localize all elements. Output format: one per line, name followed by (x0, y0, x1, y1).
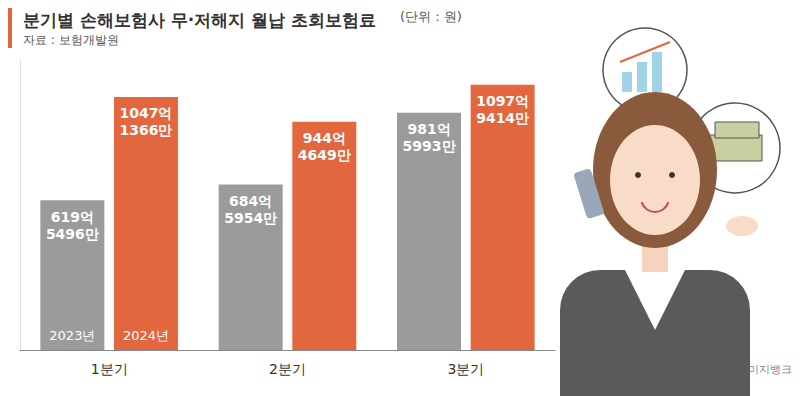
svg-text:619억: 619억 (51, 209, 94, 225)
svg-text:5954만: 5954만 (224, 210, 277, 226)
svg-text:1분기: 1분기 (91, 361, 128, 377)
svg-text:684억: 684억 (229, 193, 272, 209)
svg-text:2분기: 2분기 (269, 361, 306, 377)
svg-text:944억: 944억 (303, 130, 346, 146)
svg-text:자료 : 보험개발원: 자료 : 보험개발원 (23, 33, 119, 47)
svg-text:1047억: 1047억 (119, 105, 172, 121)
svg-text:5496만: 5496만 (46, 226, 99, 242)
svg-text:분기별 손해보험사 무·저해지 월납 초회보험료: 분기별 손해보험사 무·저해지 월납 초회보험료 (23, 10, 376, 30)
svg-text:1366만: 1366만 (119, 122, 172, 138)
svg-text:2024년: 2024년 (123, 328, 169, 343)
svg-text:1097억: 1097억 (476, 93, 529, 109)
svg-text:981억: 981억 (407, 121, 450, 137)
svg-text:(단위 : 원): (단위 : 원) (400, 9, 462, 24)
svg-text:9414만: 9414만 (476, 110, 529, 126)
svg-text:3분기: 3분기 (447, 361, 484, 377)
svg-text:게티이미지뱅크: 게티이미지뱅크 (715, 363, 792, 376)
svg-text:4649만: 4649만 (298, 147, 351, 163)
svg-text:5993만: 5993만 (403, 138, 456, 154)
svg-text:2023년: 2023년 (49, 328, 95, 343)
